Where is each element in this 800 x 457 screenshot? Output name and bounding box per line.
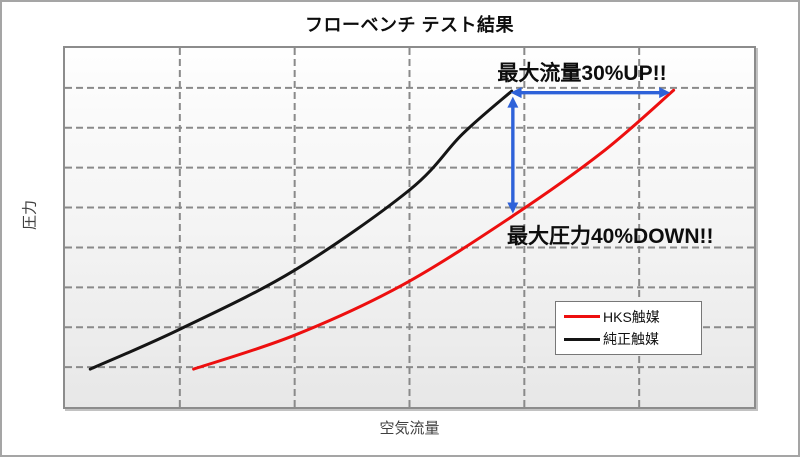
legend-line-black xyxy=(564,337,600,341)
legend-line-red xyxy=(564,315,600,319)
y-axis-label: 圧力 xyxy=(21,199,39,231)
legend-item-hks: HKS触媒 xyxy=(564,307,693,327)
pressure-down-annotation: 最大圧力40%DOWN!! xyxy=(507,225,714,248)
flow-up-annotation: 最大流量30%UP!! xyxy=(497,62,667,85)
chart-title: フローベンチ テスト結果 xyxy=(305,15,514,35)
legend-item-stock: 純正触媒 xyxy=(564,329,693,349)
legend-label-stock: 純正触媒 xyxy=(603,331,659,348)
legend-label-hks: HKS触媒 xyxy=(603,308,660,325)
legend: HKS触媒 純正触媒 xyxy=(555,301,702,355)
x-axis-label: 空気流量 xyxy=(379,420,440,437)
